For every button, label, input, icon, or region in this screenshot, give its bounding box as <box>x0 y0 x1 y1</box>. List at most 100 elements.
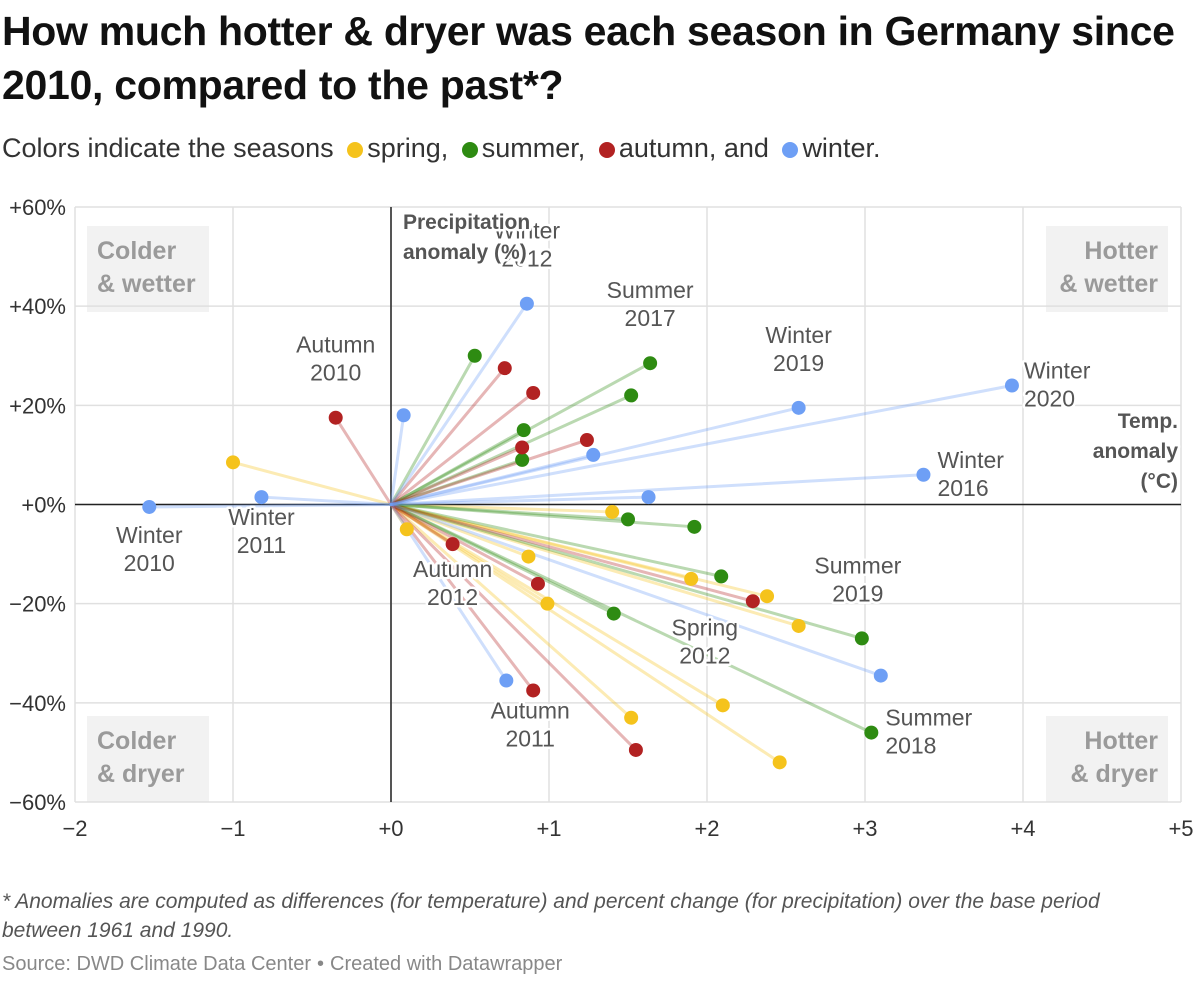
autumn-point <box>497 361 512 376</box>
x-tick-label: +2 <box>694 816 719 841</box>
winter-point <box>916 467 931 482</box>
winter-origin-line <box>259 495 393 506</box>
winter-origin-line <box>389 473 925 506</box>
x-tick-label: +0 <box>378 816 403 841</box>
spring-point <box>772 755 787 770</box>
spring-origin-line <box>389 503 614 514</box>
spring-origin-line <box>389 503 725 707</box>
quadrant-label-top-left: & wetter <box>97 270 196 298</box>
spring-origin-line <box>389 503 801 628</box>
spring-point <box>624 710 639 725</box>
summer-point <box>515 452 530 467</box>
y-tick-label: −20% <box>9 592 66 617</box>
subtitle-prefix: Colors indicate the seasons <box>2 133 334 163</box>
point-label-winter-2020: Winter 2020 <box>1024 358 1091 412</box>
y-tick-label: −60% <box>9 790 66 815</box>
x-tick-label: −1 <box>220 816 245 841</box>
winter-point <box>873 668 888 683</box>
autumn-point <box>745 594 760 609</box>
point-label-spring-2012: Spring 2012 <box>672 614 738 668</box>
y-tick-label: −40% <box>9 691 66 716</box>
summer-color-dot <box>461 142 478 158</box>
summer-point <box>643 356 658 371</box>
legend-summer: summer, <box>481 133 586 163</box>
point-label-summer-2019: Summer 2019 <box>814 552 901 606</box>
winter-point <box>519 296 534 311</box>
summer-point <box>516 423 531 438</box>
legend-autumn: autumn, and <box>618 133 769 163</box>
spring-point <box>226 455 240 470</box>
tick-labels: −2 −1 +0 +1 +2 +3 +4 +5 +60% +40% +20% +0% −20% −40% −… <box>9 195 1193 841</box>
autumn-origin-line <box>389 503 535 692</box>
summer-origin-line <box>389 428 526 506</box>
spring-point <box>715 698 730 713</box>
point-label-winter-2019: Winter 2019 <box>765 322 832 376</box>
winter-color-dot <box>782 142 799 158</box>
x-tick-label: −2 <box>62 816 87 841</box>
summer-origin-line <box>389 503 873 735</box>
x-tick-label: +5 <box>1168 816 1193 841</box>
spring-origin-line <box>389 503 769 598</box>
quadrant-label-top-right: & wetter <box>1059 270 1158 298</box>
summer-origin-line <box>389 354 477 506</box>
spring-point <box>760 589 775 604</box>
source-text: Source: DWD Climate Data Center <box>2 953 311 975</box>
autumn-point <box>526 683 541 698</box>
point-label-summer-2017: Summer 2017 <box>607 277 694 331</box>
winter-origin-line <box>389 453 595 506</box>
spring-point <box>684 571 699 586</box>
quadrant-box-bottom-left <box>87 716 209 802</box>
winter-point <box>254 490 269 505</box>
winter-point <box>1004 378 1019 393</box>
autumn-color-dot <box>598 142 615 158</box>
summer-origin-line <box>389 458 524 506</box>
point-label-winter-2011: Winter 2011 <box>228 504 295 558</box>
summer-origin-line <box>389 393 633 506</box>
autumn-origin-line <box>389 438 589 506</box>
autumn-origin-line <box>389 503 540 586</box>
quadrant-labels: Colder & wetter Hotter & wetter Colder & drye… <box>87 226 1168 802</box>
spring-point <box>791 618 806 633</box>
winter-point <box>586 447 601 462</box>
winter-point <box>641 490 656 505</box>
autumn-origin-line <box>389 503 455 546</box>
point-label-winter-2010: Winter 2010 <box>116 522 183 576</box>
x-tick-label: +3 <box>852 816 877 841</box>
summer-origin-line <box>389 503 616 616</box>
point-label-autumn-2011: Autumn 2011 <box>491 697 570 751</box>
winter-point <box>791 400 806 415</box>
spring-origin-line <box>389 503 549 606</box>
quadrant-label-top-right: Hotter <box>1084 237 1158 265</box>
autumn-point <box>526 385 541 400</box>
autumn-origin-line <box>334 416 393 506</box>
quadrant-label-bottom-right: & dryer <box>1070 760 1158 788</box>
autumn-origin-line <box>389 445 524 506</box>
autumn-point <box>515 440 530 455</box>
x-tick-label: +4 <box>1010 816 1035 841</box>
quadrant-box-top-right <box>1046 226 1168 312</box>
spring-point <box>399 522 414 537</box>
source-credit: Created with Datawrapper <box>330 953 563 975</box>
quadrant-label-bottom-right: Hotter <box>1084 727 1158 755</box>
y-tick-label: +20% <box>9 393 66 418</box>
winter-origin-line <box>389 503 883 678</box>
autumn-point <box>628 742 643 757</box>
point-label-autumn-2010: Autumn 2010 <box>296 332 375 386</box>
winter-origin-line <box>389 495 651 506</box>
winter-origin-line <box>389 384 1014 506</box>
legend-spring: spring, <box>367 133 449 163</box>
y-tick-label: +0% <box>21 493 66 518</box>
x-axis-label: Temp. anomaly (°C) <box>1093 410 1179 493</box>
legend-winter: winter. <box>802 133 881 163</box>
winter-origin-line <box>147 503 393 509</box>
quadrant-label-bottom-left: & dryer <box>97 760 185 788</box>
spring-point <box>521 549 536 564</box>
autumn-point <box>328 410 343 425</box>
winter-point <box>396 408 411 423</box>
y-tick-label: +60% <box>9 195 66 220</box>
summer-point <box>854 631 869 646</box>
summer-origin-line <box>389 503 696 529</box>
spring-point <box>605 504 620 519</box>
summer-point <box>714 569 729 584</box>
scatter-chart: Colder & wetter Hotter & wetter Colder & drye… <box>9 195 1193 841</box>
